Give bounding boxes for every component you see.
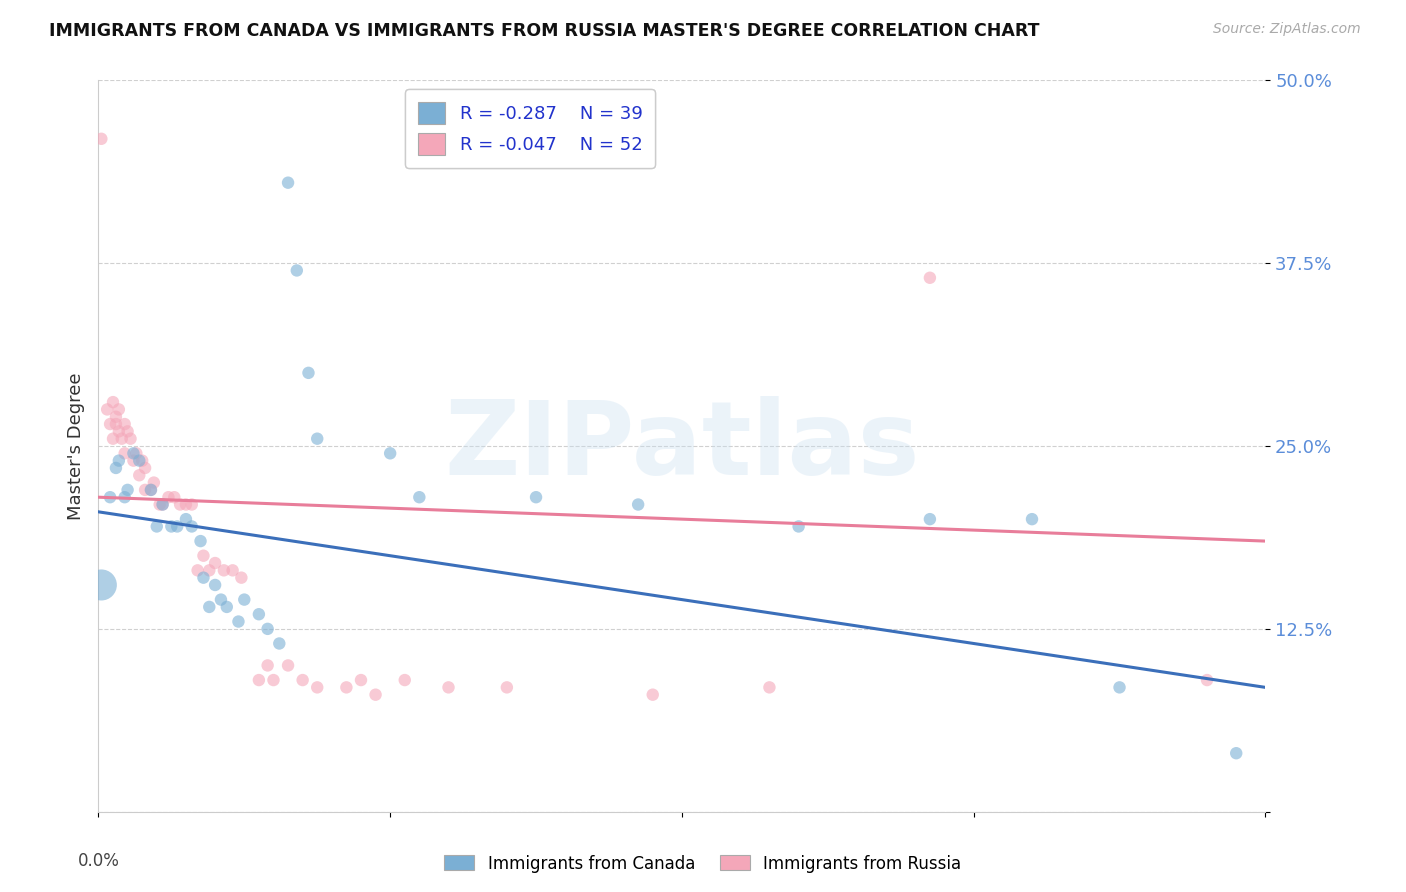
Point — [285, 263, 308, 277]
Point — [198, 599, 221, 614]
Point — [787, 519, 810, 533]
Y-axis label: Master's Degree: Master's Degree — [66, 372, 84, 520]
Point — [166, 519, 188, 533]
Point — [291, 673, 314, 687]
Point — [157, 490, 180, 504]
Point — [180, 519, 202, 533]
Point — [111, 432, 134, 446]
Point — [641, 688, 664, 702]
Point — [134, 461, 156, 475]
Point — [408, 490, 430, 504]
Text: 0.0%: 0.0% — [77, 852, 120, 870]
Point — [117, 425, 139, 439]
Point — [1021, 512, 1043, 526]
Point — [364, 688, 387, 702]
Point — [152, 498, 174, 512]
Point — [256, 658, 278, 673]
Point — [122, 446, 145, 460]
Point — [1108, 681, 1130, 695]
Point — [152, 498, 174, 512]
Point — [918, 270, 941, 285]
Point — [247, 673, 270, 687]
Point — [231, 571, 253, 585]
Point — [96, 402, 118, 417]
Point — [193, 571, 215, 585]
Point — [114, 446, 136, 460]
Point — [104, 461, 127, 475]
Point — [146, 519, 169, 533]
Point — [101, 395, 124, 409]
Text: ZIPatlas: ZIPatlas — [444, 395, 920, 497]
Point — [190, 534, 212, 549]
Point — [114, 490, 136, 504]
Point — [131, 453, 153, 467]
Point — [918, 512, 941, 526]
Point — [139, 483, 162, 497]
Point — [627, 498, 650, 512]
Point — [174, 498, 197, 512]
Point — [221, 563, 243, 577]
Point — [90, 132, 112, 146]
Point — [277, 658, 299, 673]
Point — [269, 636, 291, 650]
Point — [758, 681, 780, 695]
Point — [228, 615, 250, 629]
Point — [104, 409, 127, 424]
Point — [204, 556, 226, 570]
Point — [262, 673, 284, 687]
Point — [193, 549, 215, 563]
Point — [180, 498, 202, 512]
Text: IMMIGRANTS FROM CANADA VS IMMIGRANTS FROM RUSSIA MASTER'S DEGREE CORRELATION CHA: IMMIGRANTS FROM CANADA VS IMMIGRANTS FRO… — [49, 22, 1039, 40]
Point — [104, 417, 127, 431]
Point — [114, 417, 136, 431]
Text: Source: ZipAtlas.com: Source: ZipAtlas.com — [1213, 22, 1361, 37]
Point — [247, 607, 270, 622]
Point — [204, 578, 226, 592]
Point — [98, 417, 121, 431]
Point — [307, 681, 329, 695]
Point — [256, 622, 278, 636]
Point — [163, 490, 186, 504]
Point — [335, 681, 357, 695]
Point — [215, 599, 238, 614]
Point — [108, 402, 131, 417]
Point — [1195, 673, 1218, 687]
Point — [117, 483, 139, 497]
Point — [134, 483, 156, 497]
Point — [212, 563, 235, 577]
Point — [120, 432, 142, 446]
Point — [277, 176, 299, 190]
Point — [496, 681, 519, 695]
Point — [108, 425, 131, 439]
Point — [169, 498, 191, 512]
Point — [98, 490, 121, 504]
Point — [394, 673, 416, 687]
Point — [1225, 746, 1247, 760]
Point — [101, 432, 124, 446]
Point — [187, 563, 209, 577]
Point — [142, 475, 165, 490]
Point — [350, 673, 373, 687]
Point — [437, 681, 460, 695]
Point — [108, 453, 131, 467]
Point — [380, 446, 402, 460]
Point — [149, 498, 172, 512]
Point — [297, 366, 319, 380]
Point — [90, 578, 112, 592]
Point — [128, 468, 150, 483]
Point — [233, 592, 256, 607]
Legend: R = -0.287    N = 39, R = -0.047    N = 52: R = -0.287 N = 39, R = -0.047 N = 52 — [405, 89, 655, 168]
Point — [198, 563, 221, 577]
Legend: Immigrants from Canada, Immigrants from Russia: Immigrants from Canada, Immigrants from … — [437, 848, 969, 880]
Point — [160, 519, 183, 533]
Point — [209, 592, 232, 607]
Point — [174, 512, 197, 526]
Point — [122, 453, 145, 467]
Point — [125, 446, 148, 460]
Point — [139, 483, 162, 497]
Point — [524, 490, 547, 504]
Point — [128, 453, 150, 467]
Point — [307, 432, 329, 446]
